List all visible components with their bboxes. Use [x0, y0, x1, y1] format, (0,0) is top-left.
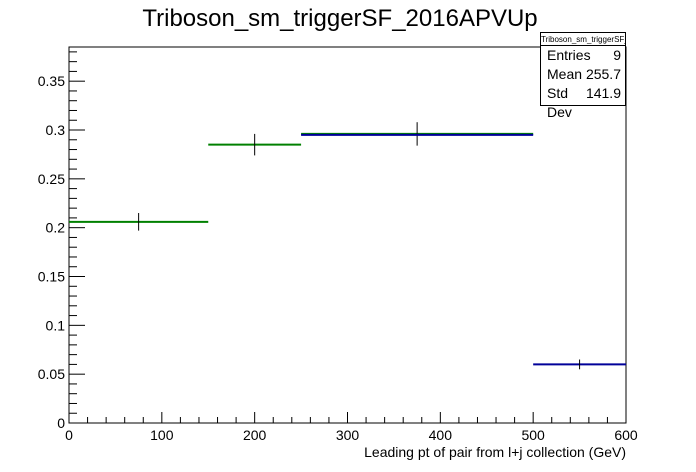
x-tick-label: 500	[521, 427, 545, 443]
y-tick-label: 0.1	[46, 317, 66, 333]
stats-value: 255.7	[585, 66, 621, 82]
y-axis: 0 0.05 0.1 0.15 0.2 0.25 0.3 0.35	[38, 51, 85, 431]
stats-label: Entries	[547, 47, 591, 63]
stats-row-stddev: Std Dev 141.9	[541, 84, 625, 120]
x-tick-label: 100	[150, 427, 174, 443]
y-tick-label: 0.35	[38, 73, 65, 89]
stats-label: Std Dev	[547, 85, 572, 120]
stats-row-entries: Entries 9	[541, 46, 625, 65]
stats-box: Triboson_sm_triggerSF_2016APVUp Entries …	[540, 32, 626, 120]
stats-row-mean: Mean 255.7	[541, 65, 625, 84]
stats-value: 9	[613, 47, 621, 63]
y-tick-label: 0	[57, 415, 65, 431]
stats-title: Triboson_sm_triggerSF_2016APVUp	[541, 35, 625, 46]
histogram-bins	[69, 122, 626, 370]
chart-title: Triboson_sm_triggerSF_2016APVUp	[142, 5, 537, 32]
x-axis-label: Leading pt of pair from l+j collection (…	[364, 444, 626, 460]
y-tick-label: 0.25	[38, 171, 65, 187]
x-axis: 0 100 200 300 400 500 600	[65, 412, 638, 443]
x-tick-label: 400	[429, 427, 453, 443]
x-tick-label: 300	[336, 427, 360, 443]
y-tick-label: 0.2	[46, 220, 66, 236]
y-tick-label: 0.05	[38, 366, 65, 382]
stats-value: 141.9	[585, 85, 621, 101]
x-tick-label: 600	[614, 427, 638, 443]
stats-label: Mean	[547, 66, 583, 82]
y-tick-label: 0.15	[38, 269, 65, 285]
x-tick-label: 200	[243, 427, 267, 443]
x-tick-label: 0	[65, 427, 73, 443]
y-tick-label: 0.3	[46, 122, 66, 138]
